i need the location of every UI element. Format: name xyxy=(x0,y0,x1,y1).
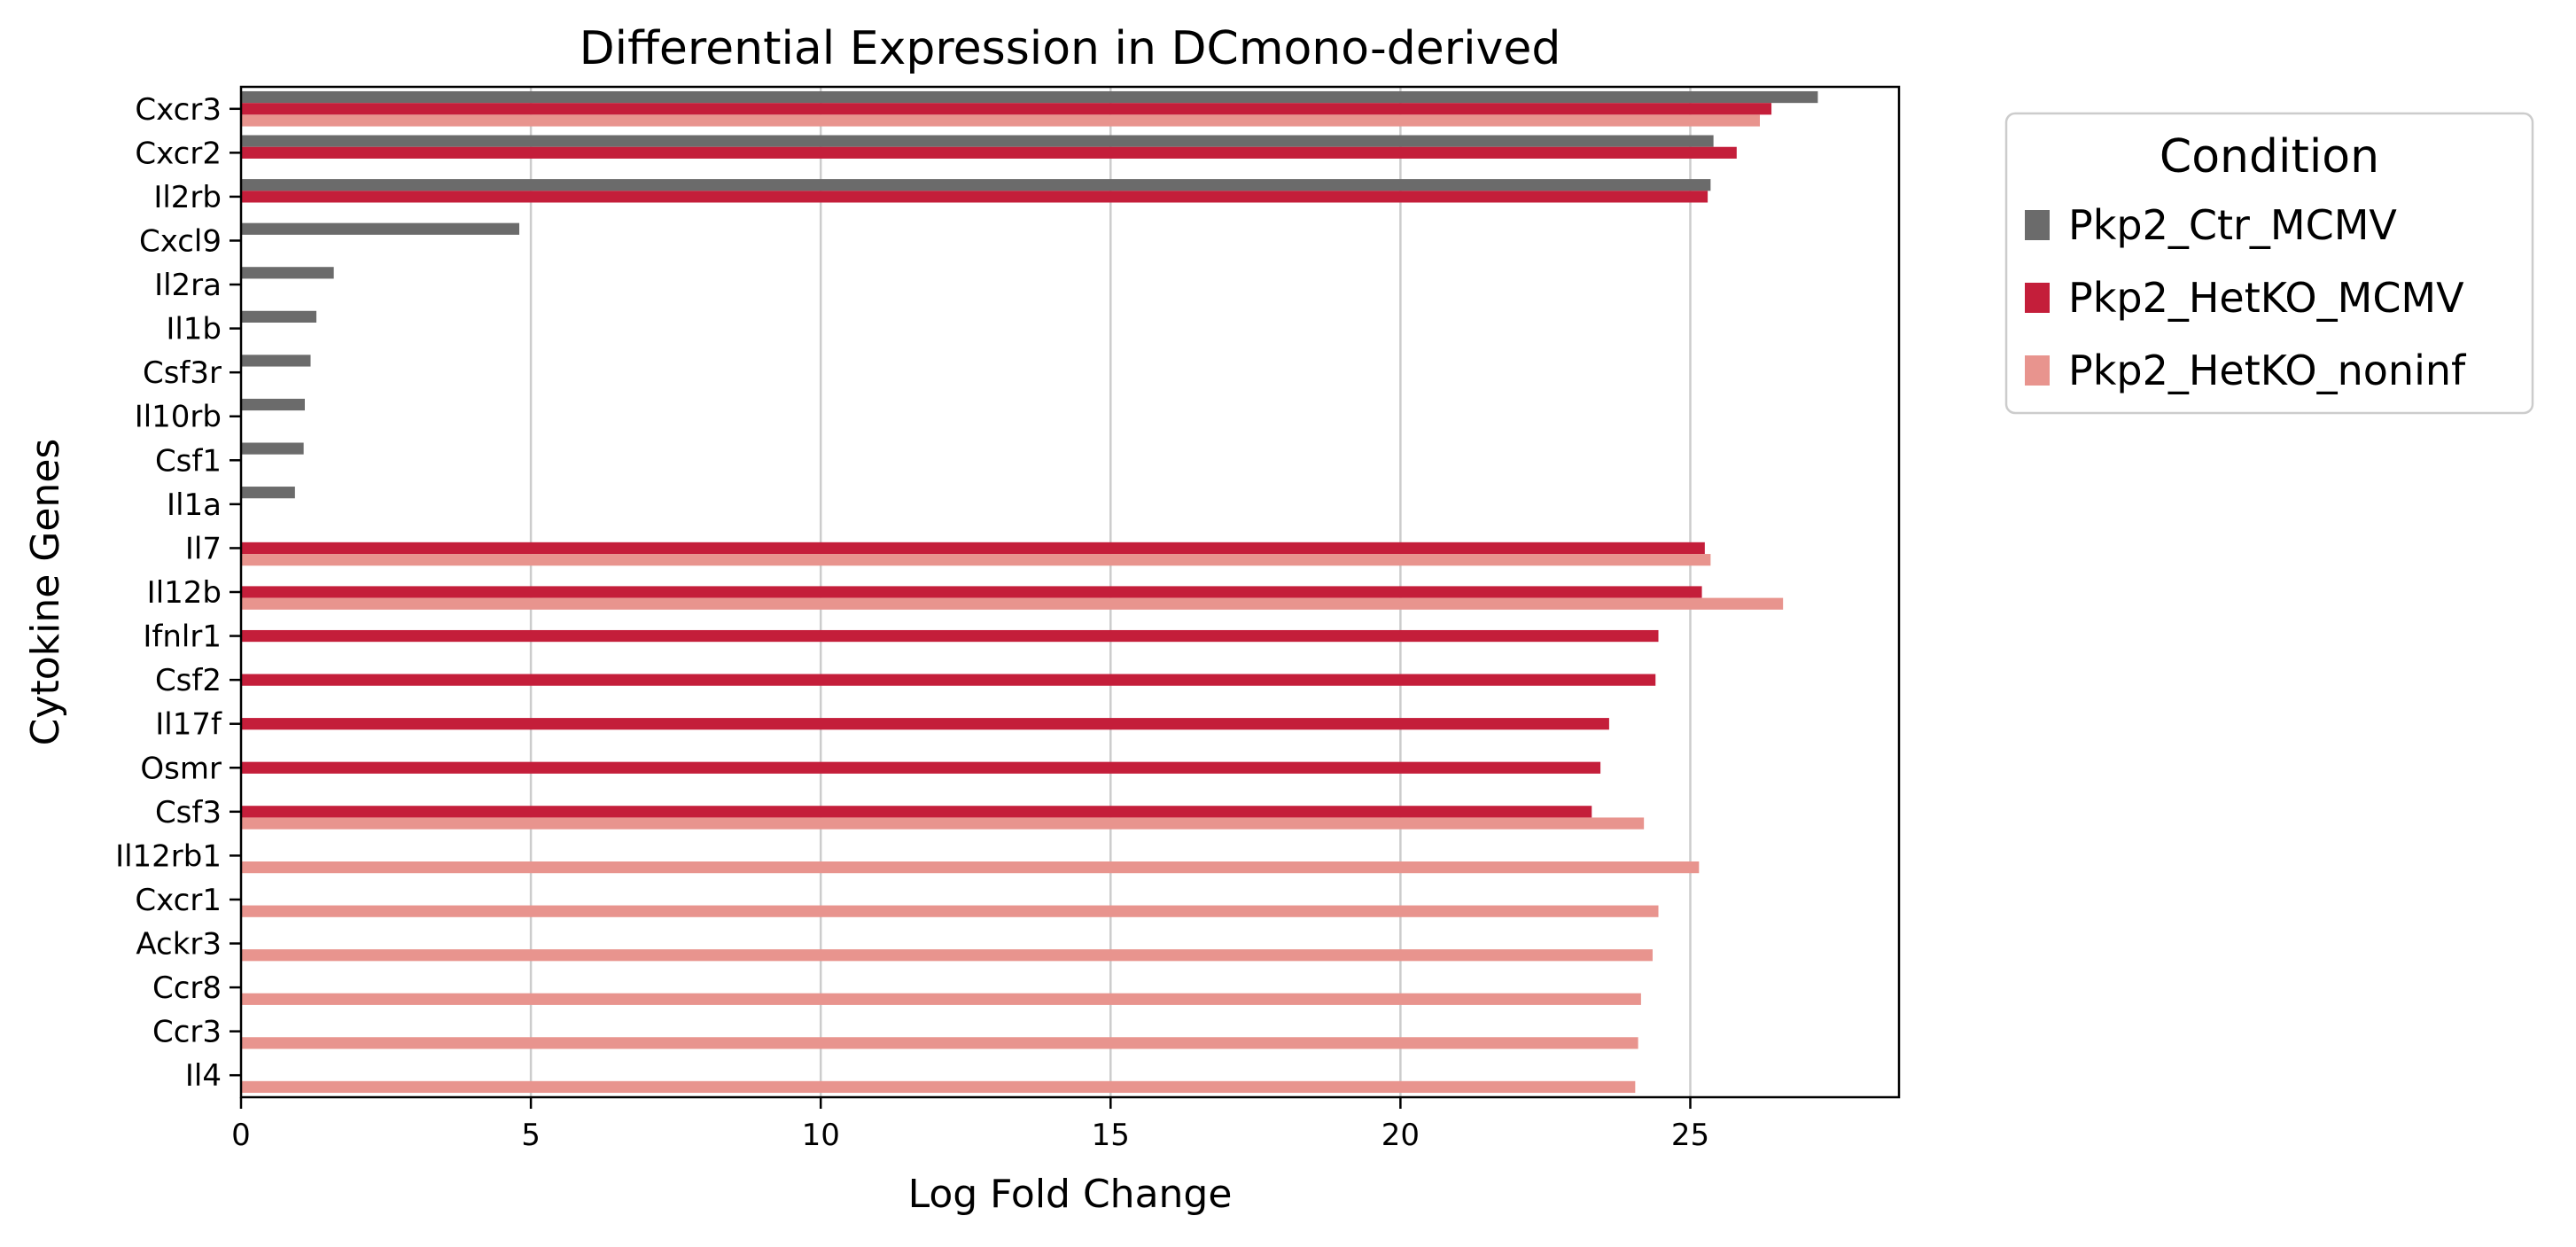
bar xyxy=(241,90,1818,104)
y-tick-label: Ccr3 xyxy=(152,1015,222,1050)
bar xyxy=(241,103,1772,115)
y-tick-label: Il17f xyxy=(155,707,222,743)
legend-label: Pkp2_HetKO_MCMV xyxy=(2068,274,2464,322)
y-tick-label: Il10rb xyxy=(135,400,222,435)
bar xyxy=(241,861,1700,874)
bar xyxy=(241,674,1656,686)
legend-swatch xyxy=(2025,210,2050,240)
bar xyxy=(241,355,311,367)
legend: Condition Pkp2_Ctr_MCMVPkp2_HetKO_MCMVPk… xyxy=(2004,112,2534,415)
x-tick-label: 10 xyxy=(802,1118,840,1153)
y-tick-label: Il1a xyxy=(167,487,222,523)
y-tick-label: Csf3r xyxy=(143,355,222,391)
bar xyxy=(241,718,1609,730)
y-tick-label: Il12rb1 xyxy=(115,838,222,874)
y-tick-label: Il12b xyxy=(147,575,222,611)
y-tick-label: Cxcl9 xyxy=(139,223,222,259)
chart-title: Differential Expression in DCmono-derive… xyxy=(580,22,1561,75)
bar xyxy=(241,146,1737,159)
bar xyxy=(241,1080,1636,1094)
legend-title: Condition xyxy=(2160,130,2379,183)
bar xyxy=(241,905,1659,917)
y-tick-label: Il7 xyxy=(185,531,222,566)
y-tick-label: Il2ra xyxy=(154,268,222,303)
y-tick-label: Csf1 xyxy=(155,443,222,479)
x-tick-label: 0 xyxy=(231,1118,251,1153)
bar xyxy=(241,135,1714,147)
legend-box xyxy=(2004,112,2534,415)
x-tick-label: 15 xyxy=(1092,1118,1130,1153)
bar xyxy=(241,597,1784,610)
bar xyxy=(241,191,1708,203)
bar xyxy=(241,398,305,411)
legend-label: Pkp2_HetKO_noninf xyxy=(2068,347,2467,394)
y-axis: Cxcr3 Cxcr2 Il2rb Cxcl9 Il2ra Il1b Csf3r Il10rb… xyxy=(115,92,241,1094)
legend-swatch xyxy=(2025,283,2050,313)
bar xyxy=(241,442,304,455)
x-axis: 0 5 10 15 20 25 xyxy=(231,1097,1709,1153)
bar xyxy=(241,554,1711,566)
y-tick-label: Ccr8 xyxy=(152,970,222,1006)
bar xyxy=(241,222,520,235)
y-tick-label: Ackr3 xyxy=(136,927,222,963)
y-tick-label: Il2rb xyxy=(153,180,222,215)
x-axis-label: Log Fold Change xyxy=(908,1172,1233,1217)
legend-swatch xyxy=(2025,355,2050,386)
bar xyxy=(241,542,1705,555)
y-tick-label: Il1b xyxy=(166,312,222,347)
bar xyxy=(241,806,1592,818)
y-axis-label: Cytokine Genes xyxy=(23,439,68,746)
legend-label: Pkp2_Ctr_MCMV xyxy=(2068,201,2397,249)
legend-items: Pkp2_Ctr_MCMV Pkp2_HetKO_MCMV Pkp2_HetKO_n… xyxy=(2025,201,2467,394)
y-tick-label: Csf2 xyxy=(155,663,222,698)
y-tick-label: Osmr xyxy=(140,751,222,786)
bar xyxy=(241,114,1760,127)
bar xyxy=(241,993,1641,1005)
y-tick-label: Csf3 xyxy=(155,795,222,830)
bar xyxy=(241,179,1711,191)
bar xyxy=(241,487,295,499)
x-tick-label: 5 xyxy=(521,1118,541,1153)
x-tick-label: 25 xyxy=(1671,1118,1709,1153)
y-tick-label: Cxcr1 xyxy=(135,883,222,918)
y-tick-label: Cxcr3 xyxy=(135,92,222,128)
bar xyxy=(241,629,1659,643)
bar xyxy=(241,267,334,279)
bar xyxy=(241,949,1653,962)
y-tick-label: Cxcr2 xyxy=(135,136,222,171)
x-tick-label: 20 xyxy=(1381,1118,1420,1153)
bar xyxy=(241,586,1702,598)
y-tick-label: Ifnlr1 xyxy=(143,620,222,655)
bar xyxy=(241,1037,1638,1049)
bar xyxy=(241,817,1645,830)
y-tick-label: Il4 xyxy=(185,1058,222,1094)
bar xyxy=(241,310,317,323)
bars xyxy=(241,90,1818,1094)
bar xyxy=(241,761,1601,774)
